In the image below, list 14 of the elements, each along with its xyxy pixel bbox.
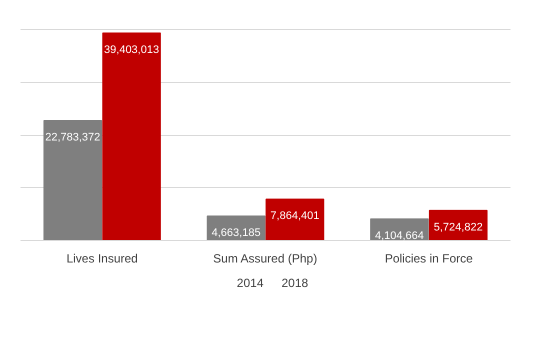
data-label: 22,783,372 — [45, 131, 100, 144]
x-tick-label: Lives Insured — [66, 252, 138, 266]
bar — [266, 198, 324, 240]
bar — [43, 120, 102, 240]
data-label: 4,663,185 — [212, 226, 261, 239]
bar — [102, 32, 161, 240]
x-tick-label: Sum Assured (Php) — [213, 252, 318, 266]
data-label: 7,864,401 — [270, 210, 320, 222]
data-label: 4,104,664 — [374, 230, 424, 242]
data-label: 5,724,822 — [434, 221, 483, 234]
text: 2018 — [282, 276, 308, 290]
data-label: 39,403,013 — [104, 44, 160, 56]
text: 2014 — [236, 276, 264, 290]
x-tick-label: Policies in Force — [384, 252, 474, 266]
